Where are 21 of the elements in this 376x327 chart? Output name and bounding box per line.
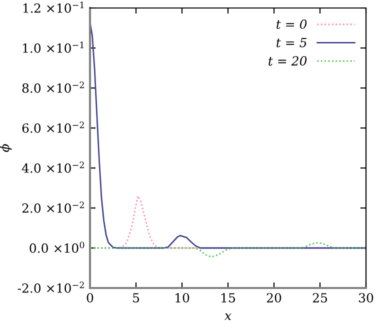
x-tick-label: 0 — [86, 293, 94, 303]
y-tick-label: 6.0 ×10$^{−2}$ — [22, 122, 84, 133]
y-tick-label: 2.0 ×10$^{−2}$ — [22, 202, 84, 213]
x-tick-label: 10 — [176, 293, 190, 303]
x-tick-label: 5 — [133, 293, 140, 303]
y-tick-label: 4.0 ×10$^{−2}$ — [22, 162, 84, 173]
y-tick-label: 1.0 ×10$^{−1}$ — [23, 42, 84, 53]
x-tick-label: 20 — [266, 293, 282, 303]
x-tick-label: 25 — [312, 293, 327, 303]
y-tick-label: 1.2 ×10$^{−1}$ — [23, 2, 84, 13]
y-tick-label: 0.0 ×10$^{0}$ — [30, 242, 84, 253]
legend-label: t = 20 — [268, 56, 307, 66]
x-tick-label: 30 — [359, 293, 374, 303]
x-axis-title: x — [224, 314, 232, 320]
x-tick-label: 15 — [222, 293, 235, 303]
y-tick-label: 8.0 ×10$^{−2}$ — [22, 82, 84, 93]
y-tick-label: -2.0 ×10$^{−2}$ — [18, 282, 84, 293]
line-series — [90, 242, 366, 258]
y-axis-title: ϕ — [0, 144, 12, 152]
legend-label: t = 0 — [276, 19, 307, 29]
legend-label: t = 5 — [276, 38, 306, 48]
